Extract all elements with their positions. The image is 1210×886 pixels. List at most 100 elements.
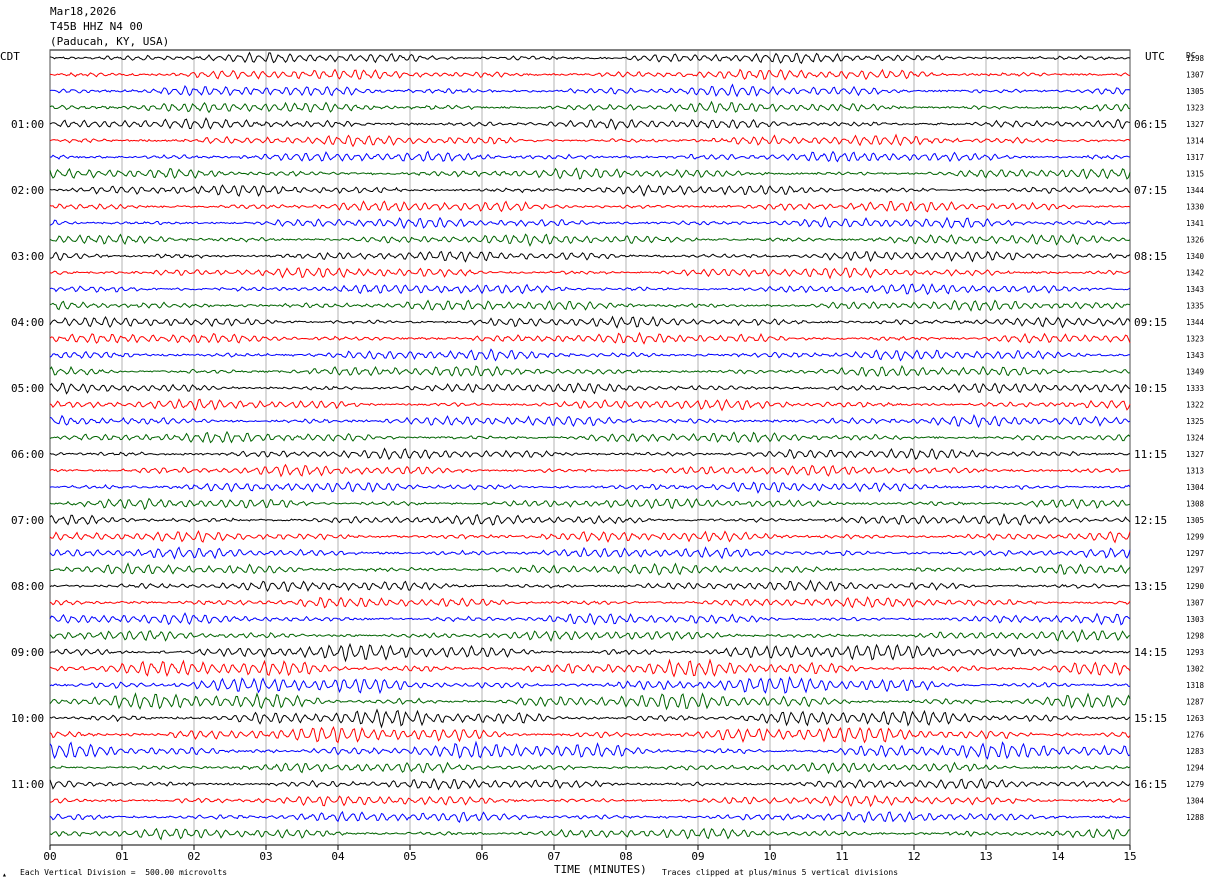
dc-offset-label: 1349 <box>1186 368 1204 377</box>
x-tick-label: 15 <box>1123 850 1136 863</box>
x-tick-label: 10 <box>763 850 776 863</box>
trace-line <box>49 481 1131 494</box>
dc-offset-label: 1293 <box>1186 648 1204 657</box>
left-hour-label: 10:00 <box>11 712 44 725</box>
x-tick-label: 07 <box>547 850 560 863</box>
trace-line <box>49 529 1131 544</box>
dc-offset-label: 1315 <box>1186 170 1204 179</box>
right-hour-label: 11:15 <box>1134 448 1167 461</box>
dc-offset-label: 1344 <box>1186 318 1205 327</box>
left-hour-label: 09:00 <box>11 646 44 659</box>
dc-offset-label: 1327 <box>1186 450 1204 459</box>
dc-offset-label: 1288 <box>1186 813 1205 822</box>
trace-line <box>49 778 1131 791</box>
x-tick-label: 04 <box>331 850 345 863</box>
dc-offset-label: 1327 <box>1186 120 1204 129</box>
dc-offset-label: 1304 <box>1186 483 1205 492</box>
right-hour-label: 07:15 <box>1134 184 1167 197</box>
trace-line <box>49 512 1131 526</box>
trace-line <box>49 794 1131 808</box>
trace-line <box>49 708 1131 729</box>
right-hour-label: 12:15 <box>1134 514 1167 527</box>
trace-line <box>49 117 1131 131</box>
trace-line <box>49 761 1131 775</box>
left-timezone-label: CDT <box>0 50 20 63</box>
left-hour-label: 08:00 <box>11 580 44 593</box>
dc-offset-label: 1279 <box>1186 780 1204 789</box>
dc-offset-label: 1323 <box>1186 335 1204 344</box>
dc-offset-label: 1341 <box>1186 219 1204 228</box>
trace-line <box>49 740 1131 760</box>
dc-offset-label: 1308 <box>1186 500 1205 509</box>
dc-offset-label: 1299 <box>1186 533 1204 542</box>
dc-offset-label: 1317 <box>1186 153 1204 162</box>
right-hour-label: 14:15 <box>1134 646 1167 659</box>
x-tick-label: 11 <box>835 850 848 863</box>
dc-offset-label: 1302 <box>1186 665 1204 674</box>
trace-line <box>49 642 1131 663</box>
trace-line <box>49 200 1131 213</box>
trace-line <box>49 299 1131 312</box>
trace-line <box>49 810 1131 824</box>
dc-offset-label: 1283 <box>1186 747 1204 756</box>
trace-line <box>49 133 1131 148</box>
trace-line <box>49 348 1130 362</box>
trace-line <box>49 382 1131 395</box>
dc-offset-label: 1307 <box>1186 599 1204 608</box>
dc-offset-label: 1340 <box>1186 252 1205 261</box>
trace-line <box>49 68 1131 81</box>
trace-line <box>49 596 1131 609</box>
dc-offset-label: 1325 <box>1186 417 1204 426</box>
trace-line <box>49 546 1131 560</box>
trace-line <box>49 562 1131 576</box>
trace-line <box>49 447 1131 461</box>
trace-line <box>49 463 1131 478</box>
x-tick-label: 14 <box>1051 850 1065 863</box>
dc-offset-label: 1298 <box>1186 632 1205 641</box>
trace-line <box>49 184 1131 197</box>
trace-line <box>49 414 1131 428</box>
trace-line <box>49 497 1131 511</box>
dc-offset-label: 1298 <box>1186 54 1205 63</box>
trace-line <box>49 167 1131 180</box>
dc-offset-label: 1276 <box>1186 731 1205 740</box>
dc-offset-label: 1318 <box>1186 681 1205 690</box>
trace-line <box>49 364 1131 378</box>
left-hour-label: 03:00 <box>11 250 44 263</box>
dc-offset-label: 1297 <box>1186 566 1204 575</box>
header-date: Mar18,2026 <box>50 5 117 18</box>
clip-note: Traces clipped at plus/minus 5 vertical … <box>662 868 899 877</box>
trace-line <box>49 692 1131 711</box>
left-hour-label: 05:00 <box>11 382 44 395</box>
trace-line <box>49 150 1131 163</box>
scale-note: Each Vertical Division = 500.00 microvol… <box>20 868 228 877</box>
dc-offset-label: 1294 <box>1186 764 1205 773</box>
trace-line <box>49 315 1131 329</box>
dc-offset-label: 1324 <box>1186 434 1205 443</box>
dc-offset-label: 1314 <box>1186 137 1205 146</box>
trace-line <box>49 675 1131 695</box>
right-hour-label: 08:15 <box>1134 250 1167 263</box>
x-tick-label: 00 <box>43 850 56 863</box>
trace-line <box>49 250 1131 263</box>
left-hour-label: 02:00 <box>11 184 44 197</box>
trace-line <box>49 216 1131 230</box>
dc-offset-label: 1333 <box>1186 384 1204 393</box>
trace-line <box>49 430 1131 444</box>
x-tick-label: 01 <box>115 850 128 863</box>
left-hour-label: 01:00 <box>11 118 44 131</box>
plot-frame <box>49 49 1131 846</box>
dc-offset-label: 1287 <box>1186 698 1204 707</box>
left-hour-label: 07:00 <box>11 514 44 527</box>
right-hour-label: 16:15 <box>1134 778 1167 791</box>
left-hour-label: 11:00 <box>11 778 44 791</box>
dc-column-label: DC <box>1186 51 1196 60</box>
left-hour-label: 04:00 <box>11 316 44 329</box>
trace-line <box>49 283 1131 296</box>
trace-line <box>49 233 1131 247</box>
x-tick-label: 03 <box>259 850 272 863</box>
dc-offset-label: 1330 <box>1186 203 1205 212</box>
header-location: (Paducah, KY, USA) <box>50 35 170 48</box>
trace-line <box>49 725 1131 744</box>
